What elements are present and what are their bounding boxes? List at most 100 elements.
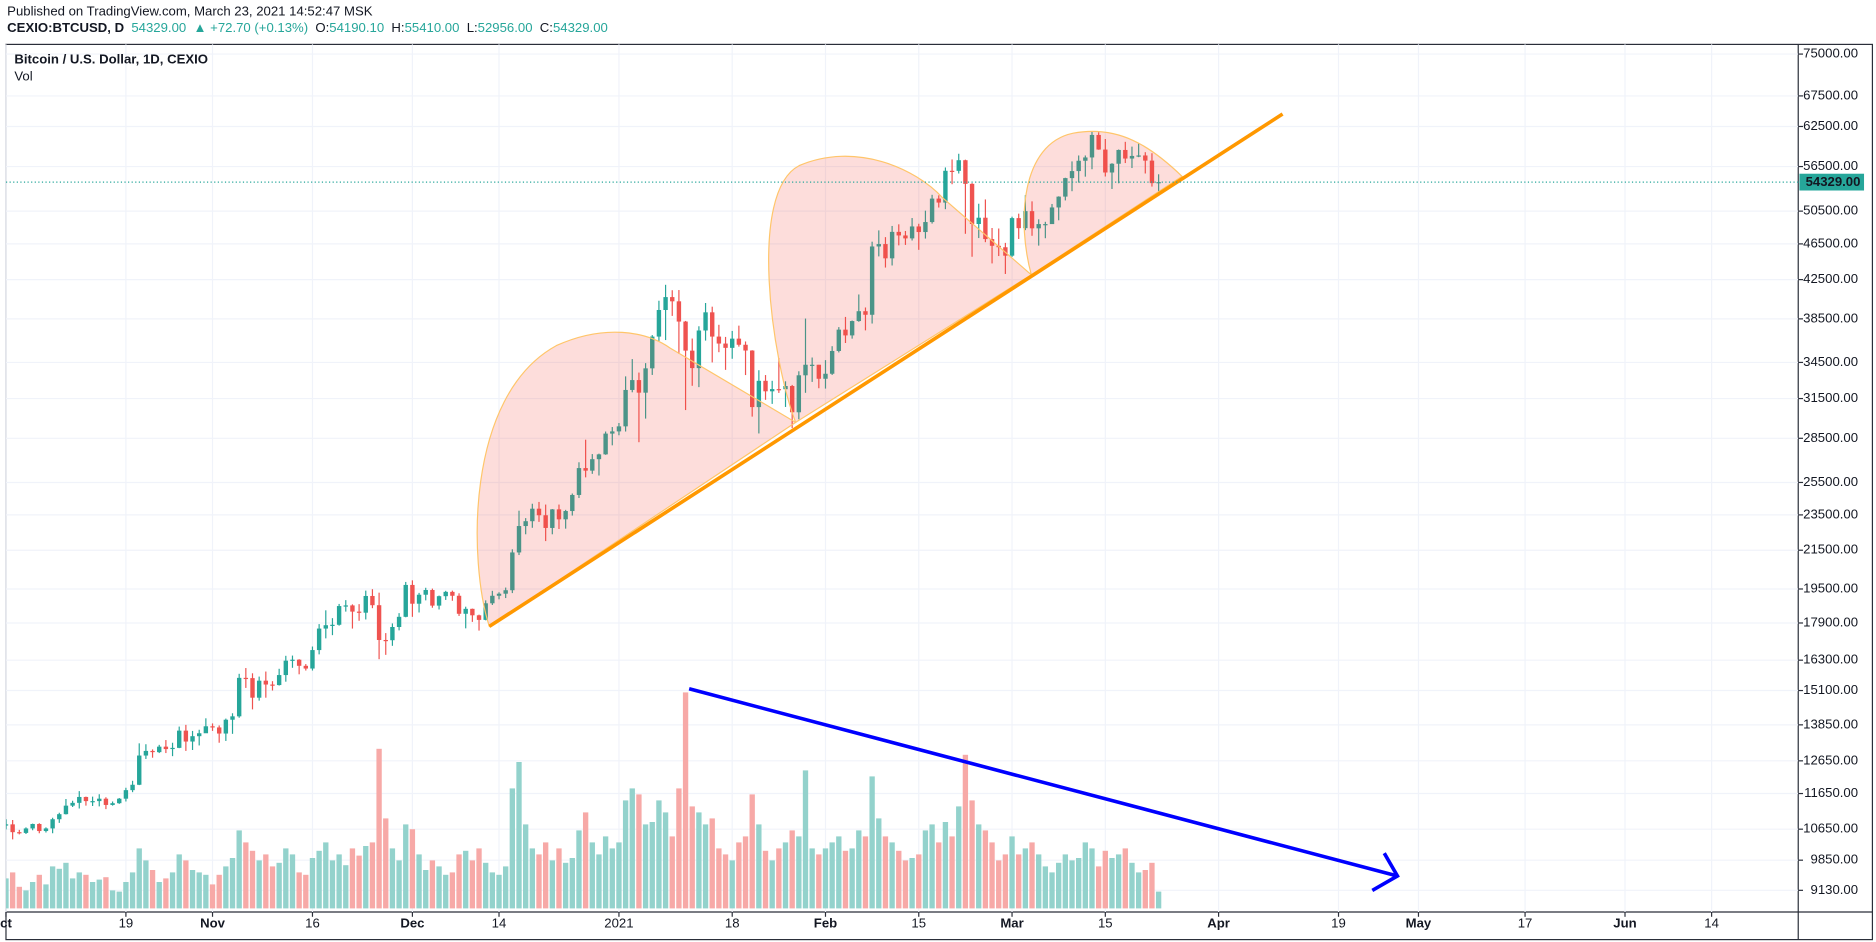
candle-body xyxy=(63,805,69,815)
candle-body xyxy=(676,301,682,322)
y-tick-label: 9130.00 xyxy=(1810,882,1858,897)
candle-body xyxy=(963,160,968,184)
volume-bar xyxy=(582,812,589,909)
volume-bar xyxy=(69,878,76,909)
y-tick-label: 34500.00 xyxy=(1803,354,1858,369)
candle-body xyxy=(117,798,122,804)
candle-body xyxy=(1056,196,1061,208)
volume-bar xyxy=(523,824,529,909)
volume-bar xyxy=(283,848,289,909)
legend-volume: Vol xyxy=(14,68,32,83)
candle-body xyxy=(436,596,442,606)
candle-body xyxy=(490,595,495,604)
candle-body xyxy=(170,747,175,750)
candle-body xyxy=(143,750,149,756)
volume-bar xyxy=(589,842,595,909)
candle-body xyxy=(77,796,82,803)
candle-body xyxy=(416,594,422,604)
candle-body xyxy=(97,798,102,802)
volume-bar xyxy=(982,830,989,909)
candle-body xyxy=(530,508,535,522)
candle-body xyxy=(889,231,895,259)
y-tick-label: 38500.00 xyxy=(1803,310,1858,325)
candle-body xyxy=(763,380,768,392)
volume-bar xyxy=(822,848,829,909)
candle-body xyxy=(856,311,861,322)
candle-layer xyxy=(5,131,1161,840)
volume-bar xyxy=(56,868,62,909)
candle-body xyxy=(1116,149,1121,164)
candle-body xyxy=(70,802,75,806)
candle-body xyxy=(916,226,921,233)
candle-body xyxy=(276,675,282,686)
volume-bar xyxy=(1142,870,1148,909)
volume-bar xyxy=(1022,848,1029,909)
x-tick-label: Mar xyxy=(1000,915,1023,930)
pattern-shape xyxy=(1023,130,1184,276)
volume-bar xyxy=(183,860,189,909)
volume-bar xyxy=(789,830,795,909)
candle-body xyxy=(556,509,562,520)
volume-bar xyxy=(49,866,56,909)
candle-body xyxy=(796,375,802,413)
volume-bar xyxy=(516,762,522,909)
candle-body xyxy=(716,336,722,344)
candle-body xyxy=(576,468,582,495)
candle-body xyxy=(516,526,522,553)
candle-body xyxy=(1103,149,1108,173)
volume-bar xyxy=(489,872,496,909)
x-tick-label: ct xyxy=(0,915,12,930)
y-tick-label: 46500.00 xyxy=(1803,235,1858,250)
volume-bar xyxy=(569,858,575,909)
x-tick-label: Nov xyxy=(200,915,226,930)
candle-body xyxy=(903,235,908,239)
y-tick-label: 12650.00 xyxy=(1803,752,1858,767)
volume-bar xyxy=(336,854,342,909)
volume-bar xyxy=(649,822,655,909)
candle-body xyxy=(123,790,129,799)
candle-body xyxy=(563,511,568,520)
volume-bar xyxy=(249,850,256,909)
volume-bar xyxy=(243,842,249,909)
volume-bar xyxy=(256,860,262,909)
volume-bar xyxy=(76,872,82,909)
volume-bar xyxy=(376,748,382,909)
volume-bar xyxy=(756,824,762,909)
candle-body xyxy=(1069,171,1075,179)
candle-body xyxy=(956,160,961,171)
candle-body xyxy=(1109,163,1115,173)
arrow-head xyxy=(1371,852,1400,892)
candle-body xyxy=(1089,134,1095,158)
volume-bar xyxy=(809,848,815,909)
volume-bar xyxy=(676,788,682,909)
volume-bar xyxy=(862,836,869,909)
candle-body xyxy=(1076,160,1081,172)
candle-body xyxy=(603,433,608,455)
volume-bar xyxy=(409,829,416,909)
candle-body xyxy=(197,733,202,737)
candle-body xyxy=(670,297,675,302)
candle-body xyxy=(803,364,808,376)
volume-bar xyxy=(1029,842,1035,909)
candle-body xyxy=(1143,155,1148,161)
volume-bar xyxy=(403,824,409,909)
volume-bar xyxy=(449,872,456,909)
price: 54329.00 xyxy=(131,20,186,35)
volume-bar xyxy=(129,872,136,909)
volume-bar xyxy=(63,862,69,909)
candle-body xyxy=(823,373,828,379)
y-tick-label: 16300.00 xyxy=(1803,652,1858,667)
volume-bar xyxy=(23,890,29,909)
volume-bar xyxy=(989,842,995,909)
volume-bar xyxy=(849,848,855,909)
volume-bar xyxy=(1095,866,1102,909)
candle-body xyxy=(190,736,195,742)
candle-body xyxy=(43,828,49,832)
volume-bar xyxy=(696,812,702,909)
x-tick-label: 17 xyxy=(1518,915,1533,930)
candle-body xyxy=(989,239,995,246)
drawings xyxy=(476,112,1400,892)
y-tick-label: 23500.00 xyxy=(1803,506,1858,521)
volume-bar xyxy=(509,788,516,909)
